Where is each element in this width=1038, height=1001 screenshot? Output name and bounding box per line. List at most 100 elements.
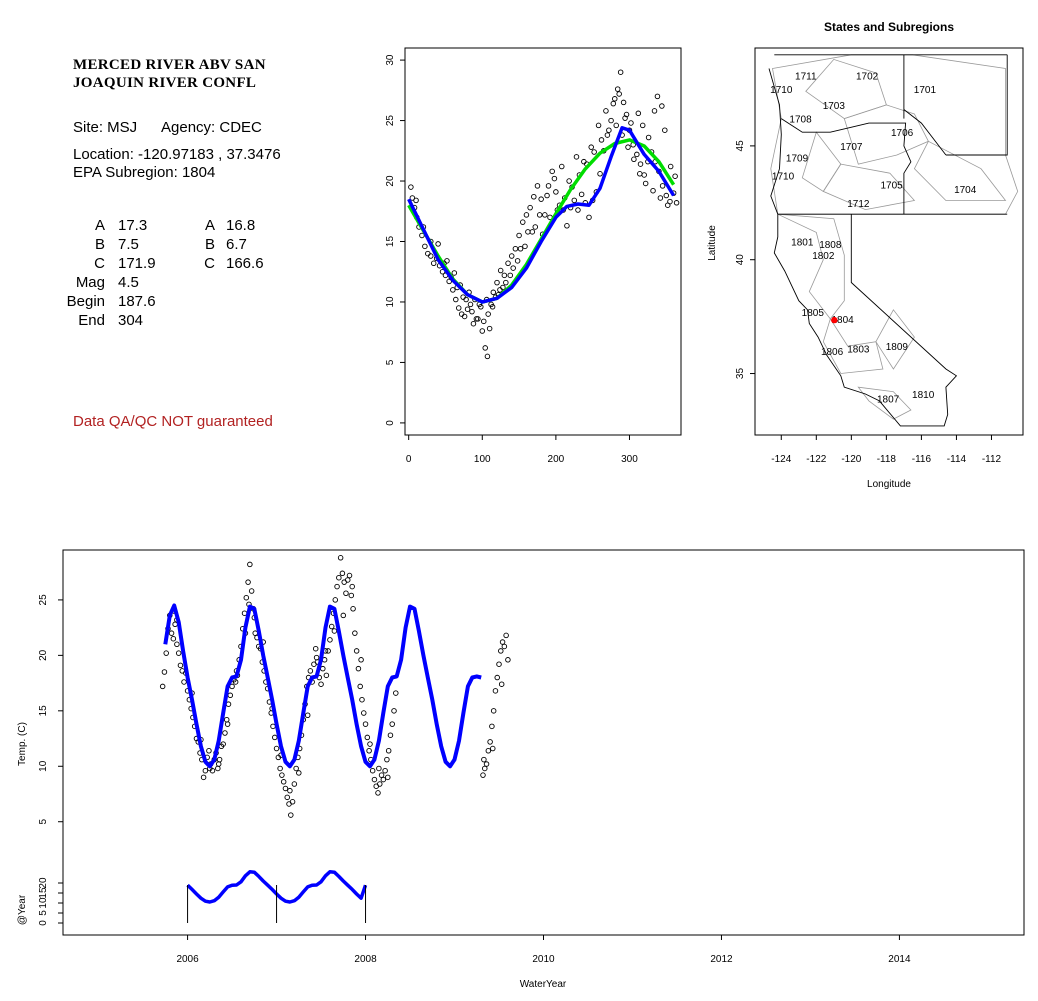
doy-data-point [409,195,416,201]
doy-data-point [510,265,516,271]
doy-data-point [598,137,605,143]
ts-data-point [353,648,360,654]
ts-data-point [296,770,302,776]
ts-data-point [362,721,369,727]
doy-y-tick-label: 0 [385,420,396,426]
doy-data-point [450,287,456,293]
doy-data-point [529,229,536,235]
ts-data-point [498,648,504,654]
param-C2-value: 166.6 [226,255,264,272]
ts-data-point [487,739,493,745]
ts-data-point [320,665,326,672]
ts-data-point [248,588,255,594]
doy-data-point [672,173,678,179]
ts-data-point [325,648,331,654]
ts-data-point [227,692,234,699]
doy-y-tick-label: 5 [385,359,396,365]
subregion-label: 1711 [795,71,817,82]
ts-data-point [247,561,253,568]
doy-x-tick-label: 0 [406,454,412,465]
ts-y-tick-label: 20 [38,649,49,661]
subregion-label: 1809 [886,342,909,353]
ts-data-point [498,681,505,687]
doy-data-point [469,308,475,315]
doy-y-tick-label: 15 [385,236,396,248]
doy-y-tick-label: 30 [385,54,396,66]
param-B-label: B [94,236,105,253]
doy-data-point [413,197,419,204]
ts-data-point [378,772,385,778]
ts-x-tick-label: 2012 [710,954,733,965]
ts-data-point [485,747,492,754]
subregion-boundary [822,163,916,211]
ts-data-point [494,674,500,681]
doy-data-point [659,103,665,109]
ts-data-point [352,630,358,636]
ts-data-point [215,761,222,767]
ts-data-point [313,654,320,661]
ts-data-point [215,765,221,772]
qa-note: Data QA/QC NOT guaranteed [73,413,273,430]
ts-data-point [216,756,223,763]
subregion-label: 1801 [791,238,814,249]
subregion-label: 1808 [819,240,842,251]
ts-data-point [245,579,251,585]
ts-data-point [336,574,342,581]
ts-data-point [357,683,363,690]
doy-data-point [650,187,656,194]
subregion-label: 1712 [847,199,870,210]
param-A-value: 17.3 [118,217,148,234]
doy-data-point [461,313,468,320]
site-location-marker [831,316,838,324]
doy-data-point [484,353,491,360]
state-boundary [781,118,912,215]
ts-data-point [380,776,387,783]
epa-subregion-label: EPA Subregion: 1804 [73,164,216,181]
ts-data-point [359,696,365,703]
ts-data-point [252,630,258,636]
doy-data-point [534,183,541,189]
doy-data-point [479,328,486,334]
subregion-boundary [875,309,915,370]
doy-data-point [645,134,652,141]
ts-data-point [367,741,373,747]
doy-data-point [490,289,497,296]
doy-data-point [591,149,597,155]
ts-x-tick-label: 2014 [888,954,911,965]
ts-data-point [358,657,364,663]
ts-data-point [220,741,226,747]
state-boundary [945,54,1008,156]
doy-data-point [435,241,441,247]
doy-data-point [486,325,493,332]
doy-data-point [566,178,572,184]
doy-data-point [612,96,618,102]
doy-data-point [581,158,587,165]
doy-data-point [551,175,558,182]
ts-data-point [284,794,290,801]
ts-data-point [177,662,184,669]
subregion-label: 1708 [789,115,812,126]
doy-data-point [613,122,619,129]
ts-data-point [288,812,294,818]
doy-data-point [444,258,450,264]
ts-data-point [287,787,293,794]
doy-data-point [571,197,578,204]
doy-y-tick-label: 20 [385,175,396,187]
ts-y-tick-label: 10 [38,760,49,772]
doy-data-point [497,267,504,274]
doy-data-point [482,345,488,351]
doy-data-point [494,279,500,286]
subregion-label: 1710 [770,85,793,96]
doy-data-point [617,69,624,75]
ts-data-point [391,708,397,714]
map-x-tick-label: -112 [982,454,1002,465]
map-xlabel: Longitude [867,479,911,490]
ts-data-point [376,765,382,772]
ts-data-point [489,723,495,730]
ts-data-point [307,668,314,674]
doy-data-point [523,212,530,218]
doy-data-point [507,272,513,279]
doy-data-point [522,243,528,250]
param-end-value: 304 [118,312,144,329]
